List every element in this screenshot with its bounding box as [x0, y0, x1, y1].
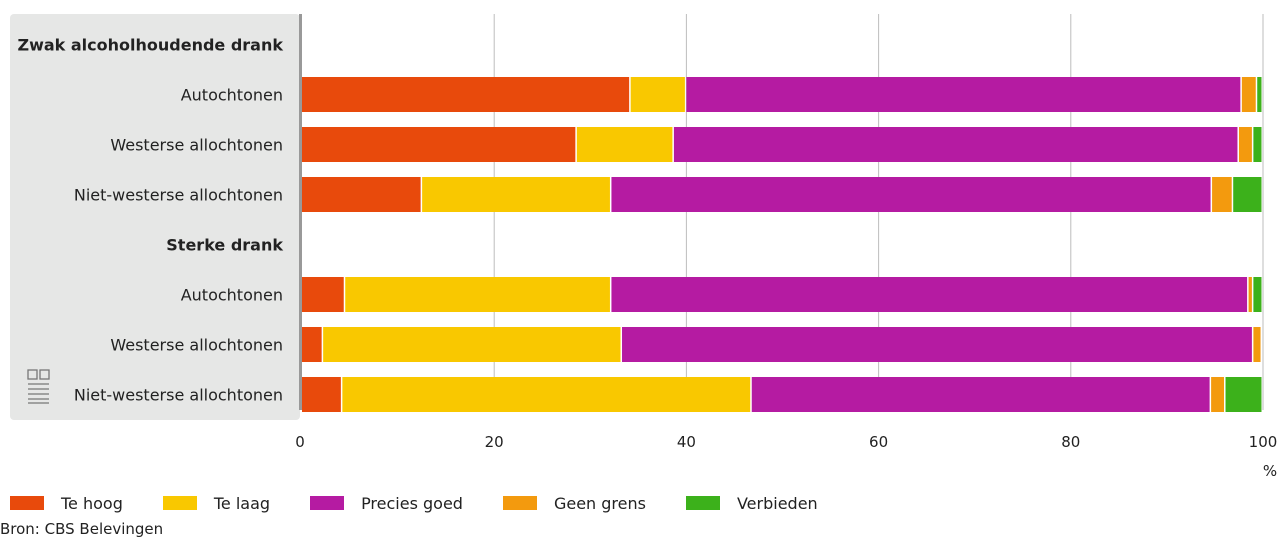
- bar-segment-te-hoog: [302, 377, 341, 412]
- legend-swatch: [502, 496, 537, 510]
- legend-label: Te laag: [213, 493, 271, 513]
- category-labels: Zwak alcoholhoudende drank Autochtonen Wes…: [17, 36, 283, 405]
- bar-segment-verbieden: [1257, 77, 1262, 112]
- bar-segment-verbieden: [1225, 377, 1262, 412]
- legend: Te hoog Te laag Precies goed Geen grens Verb…: [10, 490, 858, 516]
- bar-segment-precies-goed: [751, 377, 1210, 412]
- bar-segment-precies-goed: [686, 77, 1241, 112]
- legend-item: Te hoog: [10, 494, 123, 513]
- legend-item: Precies goed: [310, 494, 463, 513]
- group-label: Sterke drank: [166, 236, 283, 255]
- cbs-logo-icon: [27, 369, 50, 404]
- legend-swatch: [310, 496, 345, 510]
- bar-segment-geen-grens: [1211, 377, 1225, 412]
- bar-segment-precies-goed: [622, 327, 1252, 362]
- bar-segment-te-laag: [323, 327, 621, 362]
- category-label: Westerse allochtonen: [110, 336, 283, 355]
- category-label: Niet-westerse allochtonen: [74, 186, 283, 205]
- bar-segment-verbieden: [1253, 127, 1262, 162]
- source-note: Bron: CBS Belevingen: [0, 520, 164, 538]
- bar-segment-te-laag: [630, 77, 685, 112]
- bar-segment-te-laag: [345, 277, 610, 312]
- x-tick-label: 20: [485, 433, 504, 451]
- legend-item: Verbieden: [685, 493, 818, 513]
- bar-segment-geen-grens: [1248, 277, 1252, 312]
- x-tick-label: 0: [295, 433, 305, 451]
- legend-label: Precies goed: [361, 493, 463, 513]
- bars: [302, 77, 1262, 412]
- legend-item: Te laag: [162, 493, 271, 513]
- bar-segment-precies-goed: [673, 127, 1238, 162]
- bar-segment-verbieden: [1253, 277, 1262, 312]
- legend-swatch: [10, 496, 44, 510]
- legend-label: Geen grens: [553, 493, 646, 513]
- bar-segment-te-hoog: [302, 327, 322, 362]
- bar-segment-geen-grens: [1238, 127, 1252, 162]
- category-label: Westerse allochtonen: [110, 136, 283, 155]
- category-label: Autochtonen: [181, 86, 283, 105]
- bar-segment-te-laag: [422, 177, 610, 212]
- bar-segment-te-laag: [576, 127, 673, 162]
- legend-swatch: [685, 496, 720, 510]
- label-panel: [10, 14, 300, 420]
- bar-segment-geen-grens: [1253, 327, 1261, 362]
- category-label: Autochtonen: [181, 286, 283, 305]
- bar-segment-te-hoog: [302, 177, 421, 212]
- x-unit-label: %: [1263, 462, 1277, 480]
- group-label: Zwak alcoholhoudende drank: [17, 36, 283, 55]
- legend-swatch: [162, 496, 197, 510]
- bar-segment-precies-goed: [611, 177, 1211, 212]
- category-label: Niet-westerse allochtonen: [74, 386, 283, 405]
- bar-segment-geen-grens: [1241, 77, 1256, 112]
- bar-segment-te-hoog: [302, 277, 344, 312]
- x-tick-label: 60: [869, 433, 888, 451]
- x-tick-label: 100: [1249, 433, 1278, 451]
- x-tick-labels: 0 20 40 60 80 100: [295, 433, 1277, 451]
- stacked-bar-chart: Zwak alcoholhoudende drank Autochtonen Wes…: [10, 14, 1277, 480]
- x-tick-label: 80: [1061, 433, 1080, 451]
- bar-segment-te-hoog: [302, 77, 630, 112]
- bar-segment-te-hoog: [302, 127, 576, 162]
- bar-segment-precies-goed: [611, 277, 1248, 312]
- legend-label: Te hoog: [61, 493, 123, 513]
- legend-item: Geen grens: [502, 493, 646, 513]
- bar-segment-verbieden: [1233, 177, 1262, 212]
- bar-segment-geen-grens: [1212, 177, 1232, 212]
- bar-segment-te-laag: [342, 377, 751, 412]
- x-tick-label: 40: [677, 433, 696, 451]
- legend-label: Verbieden: [736, 493, 818, 513]
